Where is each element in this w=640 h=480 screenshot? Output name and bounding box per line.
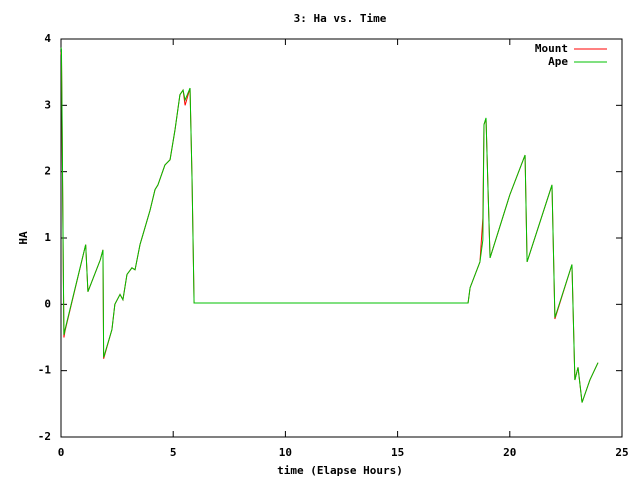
- x-axis-label: time (Elapse Hours): [277, 464, 403, 477]
- x-tick-label: 5: [170, 446, 177, 459]
- x-tick-label: 25: [615, 446, 628, 459]
- y-tick-label: -2: [38, 430, 51, 443]
- y-tick-label: 0: [44, 297, 51, 310]
- chart-title: 3: Ha vs. Time: [294, 12, 387, 25]
- y-axis-label: HA: [17, 231, 30, 245]
- legend-label: Ape: [548, 55, 568, 68]
- y-tick-label: 2: [44, 165, 51, 178]
- series-line: [60, 52, 599, 403]
- y-tick-label: -1: [38, 364, 52, 377]
- y-tick-label: 4: [44, 32, 51, 45]
- x-tick-label: 15: [391, 446, 404, 459]
- y-tick-label: 1: [44, 231, 51, 244]
- x-tick-label: 0: [58, 446, 65, 459]
- plot-frame: [60, 38, 623, 438]
- series-line: [60, 47, 599, 403]
- y-tick-label: 3: [44, 98, 51, 111]
- x-tick-label: 10: [279, 446, 292, 459]
- legend-label: Mount: [535, 42, 568, 55]
- x-tick-label: 20: [503, 446, 516, 459]
